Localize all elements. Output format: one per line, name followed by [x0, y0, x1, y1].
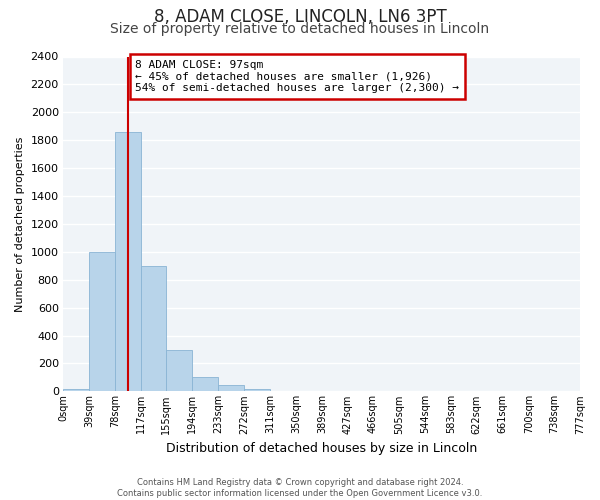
Bar — [192, 378, 218, 392]
Bar — [115, 132, 141, 392]
Text: Size of property relative to detached houses in Lincoln: Size of property relative to detached ho… — [110, 22, 490, 36]
Y-axis label: Number of detached properties: Number of detached properties — [15, 136, 25, 312]
Bar — [166, 350, 192, 392]
Bar — [244, 388, 270, 392]
Bar — [89, 252, 115, 392]
Text: Contains HM Land Registry data © Crown copyright and database right 2024.
Contai: Contains HM Land Registry data © Crown c… — [118, 478, 482, 498]
X-axis label: Distribution of detached houses by size in Lincoln: Distribution of detached houses by size … — [166, 442, 477, 455]
Text: 8, ADAM CLOSE, LINCOLN, LN6 3PT: 8, ADAM CLOSE, LINCOLN, LN6 3PT — [154, 8, 446, 26]
Bar — [218, 385, 244, 392]
Bar — [141, 266, 166, 392]
Bar — [63, 388, 89, 392]
Text: 8 ADAM CLOSE: 97sqm
← 45% of detached houses are smaller (1,926)
54% of semi-det: 8 ADAM CLOSE: 97sqm ← 45% of detached ho… — [136, 60, 460, 93]
